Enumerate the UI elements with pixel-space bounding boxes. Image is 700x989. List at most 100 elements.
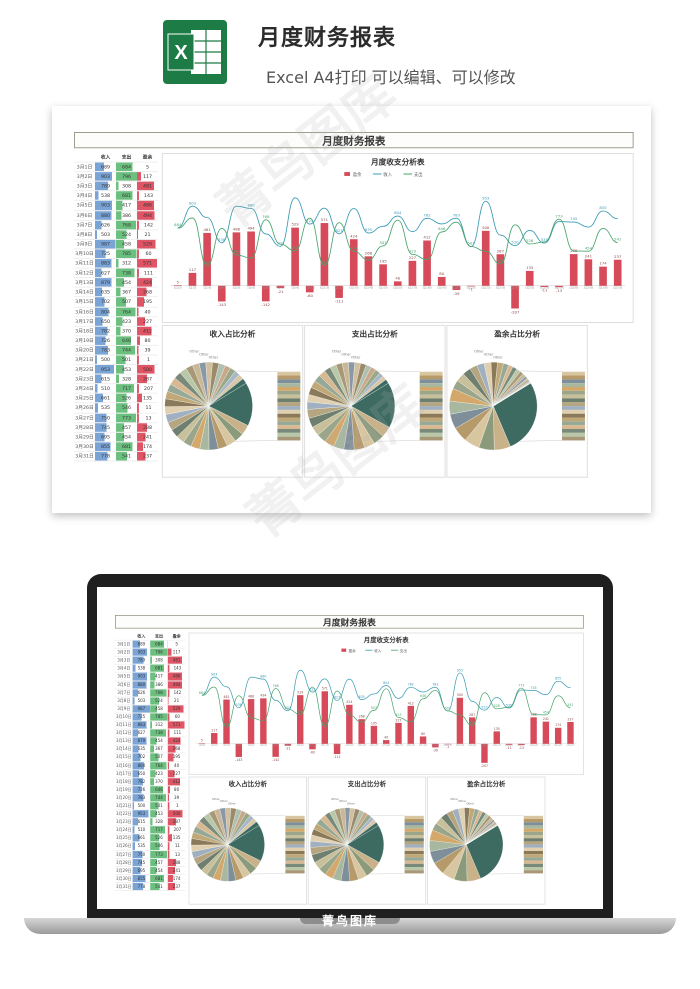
income-cell: 987 <box>95 239 117 250</box>
table-row: 3月2日 903 796 117 <box>115 648 187 657</box>
date-cell: 3月15日 <box>115 755 133 762</box>
connector-line <box>249 815 286 816</box>
net-cell: 117 <box>137 172 159 182</box>
x-tick-label: 3月9日 <box>297 743 304 747</box>
bar-net <box>540 285 549 287</box>
x-tick-label: 3月3日 <box>223 743 230 747</box>
connector-line <box>488 873 524 875</box>
stack-segment <box>404 841 424 845</box>
column-header: 盈余 <box>167 633 186 641</box>
income-cell: 903 <box>95 201 117 211</box>
net-cell: 500 <box>167 810 186 819</box>
stack-segment <box>562 421 585 426</box>
bar-net <box>408 260 417 286</box>
line-data-label: 903 <box>211 673 217 677</box>
bar-data-label: 227 <box>409 255 417 260</box>
stack-segment <box>419 436 443 441</box>
income-cell: 855 <box>95 442 117 452</box>
income-cell: 635 <box>132 745 151 754</box>
net-cell: 500 <box>137 365 159 375</box>
stack-segment <box>419 421 443 426</box>
date-cell: 3月8日 <box>74 230 96 240</box>
x-tick-label: 3月16日 <box>382 743 390 747</box>
excel-icon: X <box>163 20 227 84</box>
bar-data-label: -1 <box>469 287 473 292</box>
laptop-notch <box>300 918 400 924</box>
bar-data-label: 486 <box>248 694 254 698</box>
table-row: 3月28日 745 457 288 <box>74 422 160 433</box>
pie-other-label: Other <box>484 352 494 356</box>
stack-segment <box>404 828 424 832</box>
table-row: 3月24日 510 717 207 <box>115 826 187 835</box>
bar-net <box>223 699 230 744</box>
expense-cell: 386 <box>116 210 138 221</box>
income-cell: 500 <box>95 355 117 366</box>
pie-panel: 收入占比分析 Other Other Other <box>161 324 304 478</box>
bar-data-label: -21 <box>285 747 290 751</box>
stack-segment <box>404 835 424 839</box>
income-cell: 953 <box>95 365 117 375</box>
date-cell: 3月27日 <box>74 415 96 423</box>
table-row: 3月22日 953 453 500 <box>74 365 160 375</box>
line-data-label: 684 <box>174 222 182 227</box>
x-tick-label: 3月21日 <box>444 743 452 747</box>
line-data-label: 627 <box>335 228 343 233</box>
x-tick-label: 3月21日 <box>466 286 476 290</box>
bar-net <box>419 736 427 744</box>
income-cell: 880 <box>95 210 117 221</box>
net-cell: 412 <box>167 777 186 787</box>
date-cell: 3月24日 <box>74 386 96 394</box>
stack-segment <box>285 828 305 832</box>
stack-segment <box>277 425 301 430</box>
expense-cell: 785 <box>150 713 168 722</box>
net-cell: 117 <box>167 648 186 657</box>
expense-cell: 773 <box>116 413 138 423</box>
x-tick-label: 3月8日 <box>285 743 292 747</box>
income-cell: 778 <box>95 451 117 462</box>
x-tick-label: 3月8日 <box>276 286 285 290</box>
x-tick-label: 3月5日 <box>248 743 255 747</box>
net-cell: 21 <box>137 230 159 240</box>
bar-data-label: 174 <box>555 723 561 727</box>
expense-cell: 738 <box>116 268 138 279</box>
bar-data-label: 424 <box>350 233 358 238</box>
svg-text:X: X <box>174 42 188 64</box>
connector-line <box>235 370 278 372</box>
stack-segment <box>562 398 585 403</box>
bar-net <box>383 740 390 744</box>
date-cell: 3月28日 <box>115 860 133 867</box>
pie-other-label: Other <box>228 802 237 806</box>
x-tick-label: 3月4日 <box>218 286 227 290</box>
net-cell: 40 <box>167 761 186 770</box>
bar-data-label: 5 <box>201 739 203 743</box>
stack-segment <box>562 390 585 395</box>
income-cell: 702 <box>95 297 117 308</box>
bar-net <box>297 695 304 744</box>
bar-data-label: 529 <box>297 691 303 695</box>
line-data-label: 855 <box>555 677 561 681</box>
table-row: 3月21日 500 501 1 <box>74 355 160 366</box>
stack-segment <box>277 386 301 391</box>
line-data-label: 535 <box>541 237 549 242</box>
line-data-label: 526 <box>494 704 500 708</box>
line-data-label: 541 <box>614 237 622 242</box>
x-tick-label: 3月9日 <box>291 286 300 290</box>
bar-data-label: -142 <box>272 758 279 762</box>
net-cell: 227 <box>137 316 159 327</box>
pie-other-label: Other <box>347 802 356 806</box>
line-data-label: 855 <box>599 205 607 210</box>
stack-segment <box>404 854 424 858</box>
stack-segment <box>285 841 305 845</box>
x-tick-label: 3月1日 <box>174 286 183 290</box>
bar-data-label: 227 <box>395 718 401 722</box>
income-cell: 804 <box>95 307 117 317</box>
expense-cell: 417 <box>116 201 138 211</box>
bar-net <box>370 725 378 744</box>
x-tick-label: 3月18日 <box>407 743 415 747</box>
x-tick-label: 3月24日 <box>510 286 520 290</box>
x-tick-label: 3月27日 <box>554 286 564 290</box>
net-cell: 207 <box>167 826 186 835</box>
date-cell: 3月23日 <box>115 819 133 827</box>
expense-cell: 370 <box>116 326 138 337</box>
stack-segment <box>419 383 443 387</box>
